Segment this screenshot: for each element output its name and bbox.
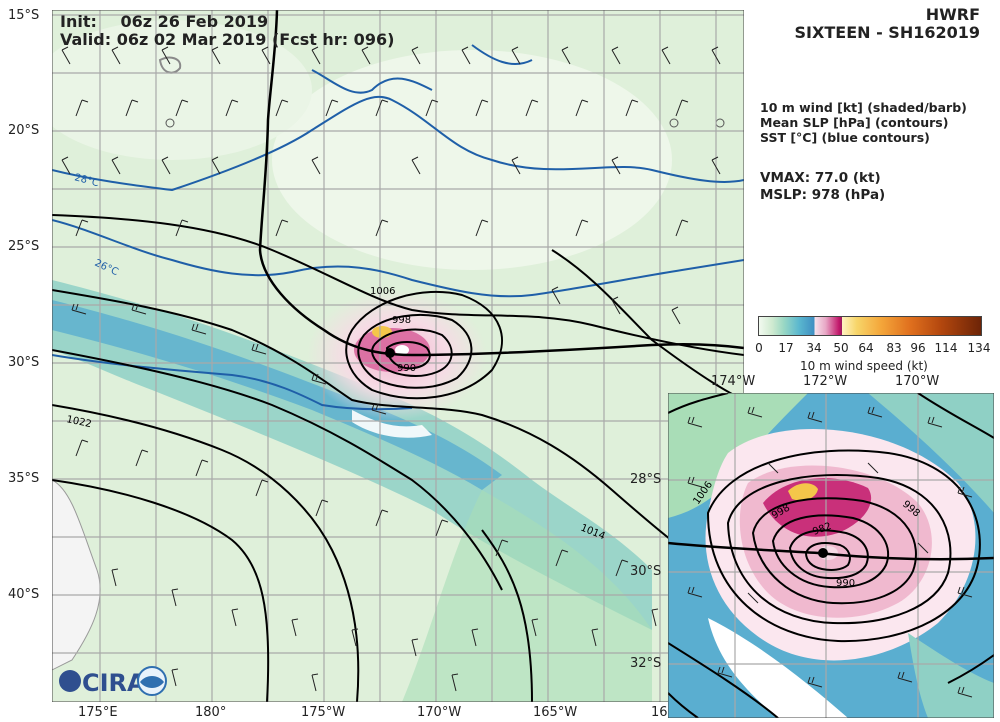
main-map[interactable]: 1006 998 990 1022 1014 28°C 26°C	[32, 9, 745, 703]
wind-field-light-patch	[32, 20, 312, 160]
inset-lat-label: 32°S	[630, 656, 662, 671]
legend-line-slp: Mean SLP [hPa] (contours)	[760, 115, 949, 130]
lat-label: 15°S	[8, 8, 40, 23]
slp-contours	[51, 214, 745, 703]
inset-teal-region	[868, 393, 994, 513]
lon-label: 180°	[195, 705, 227, 720]
vmax-value: VMAX: 77.0 (kt)	[760, 170, 881, 186]
legend-line-sst: SST [°C] (blue contours)	[760, 130, 930, 145]
wind-colorbar	[758, 316, 982, 336]
lat-label: 40°S	[8, 587, 40, 602]
colorbar-tick: 0	[755, 341, 763, 355]
colorbar-tick: 114	[934, 341, 958, 355]
slp-label: 990	[397, 363, 416, 374]
lat-lon-grid	[52, 10, 744, 702]
storm-stats: VMAX: 77.0 (kt) MSLP: 978 (hPa)	[760, 170, 885, 204]
slp-label: 998	[392, 315, 411, 326]
wind-field-green-region	[402, 490, 652, 702]
colorbar-tick: 50	[833, 341, 849, 355]
new-zealand-land	[51, 479, 101, 671]
colorbar-tick: 83	[886, 341, 902, 355]
inset-max-wind	[788, 483, 818, 501]
colorbar-tick: 17	[778, 341, 794, 355]
island-marker	[165, 118, 175, 128]
inset-grid	[668, 393, 994, 718]
inset-slp-contours	[667, 392, 995, 719]
wind-barbs	[61, 46, 721, 692]
lat-label: 25°S	[8, 239, 40, 254]
colorbar-tick: 34	[806, 341, 822, 355]
colorbar-tick: 134	[967, 341, 991, 355]
storm-white-patch	[352, 410, 432, 438]
inset-teal-region	[908, 633, 994, 718]
init-label: Init:	[60, 12, 97, 31]
storm-eye	[395, 345, 409, 355]
inset-map[interactable]: 1006 998 982 990 998	[667, 392, 995, 719]
inset-white-patch	[708, 618, 848, 718]
inset-storm-center	[818, 548, 828, 558]
lon-label: 175°E	[78, 705, 118, 720]
legend-line-wind: 10 m wind [kt] (shaded/barb)	[760, 100, 967, 115]
slp-label: 1022	[65, 414, 92, 430]
colorbar-tick: 64	[858, 341, 874, 355]
model-name: HWRF	[925, 5, 980, 24]
wind-band-blue	[52, 300, 502, 490]
init-line: Init: 06z 26 Feb 2019	[60, 12, 268, 31]
lat-label: 30°S	[8, 355, 40, 370]
colorbar-tick: 96	[910, 341, 926, 355]
inset-lon-label: 174°W	[711, 374, 756, 389]
init-value: 06z 26 Feb 2019	[120, 12, 269, 31]
lat-label: 35°S	[8, 471, 40, 486]
cira-logo-text: CIRA	[82, 669, 146, 697]
wind-colorbar-gradient	[759, 317, 981, 335]
lon-label: 16	[651, 705, 668, 720]
inset-wind-barbs	[687, 406, 973, 698]
legend-description: 10 m wind [kt] (shaded/barb) Mean SLP [h…	[760, 100, 967, 145]
colorbar-label: 10 m wind speed (kt)	[800, 359, 928, 373]
lat-label: 20°S	[8, 123, 40, 138]
storm-track	[258, 9, 745, 357]
wind-field-light-patch	[272, 50, 672, 270]
storm-center-marker	[385, 348, 395, 358]
inset-lon-label: 172°W	[803, 374, 848, 389]
storm-max-wind-shading	[372, 326, 392, 338]
main-map-canvas: 1006 998 990 1022 1014 28°C 26°C	[32, 9, 745, 703]
mslp-value: MSLP: 978 (hPa)	[760, 187, 886, 203]
cira-logo-graphic: CIRA	[59, 666, 167, 697]
inset-lon-label: 170°W	[895, 374, 940, 389]
cira-logo: CIRA	[58, 664, 170, 698]
inset-slp-label: 990	[836, 578, 855, 589]
lon-label: 175°W	[301, 705, 346, 720]
inset-lat-label: 28°S	[630, 472, 662, 487]
valid-line: Valid: 06z 02 Mar 2019 (Fcst hr: 096)	[60, 30, 395, 49]
lon-label: 165°W	[533, 705, 578, 720]
lon-label: 170°W	[417, 705, 462, 720]
inset-lat-label: 30°S	[630, 564, 662, 579]
storm-name: SIXTEEN - SH162019	[794, 23, 980, 42]
island-fiji	[158, 56, 182, 74]
inset-map-canvas: 1006 998 982 990 998	[667, 392, 995, 719]
slp-label: 1006	[370, 286, 395, 297]
island-marker	[669, 118, 679, 128]
